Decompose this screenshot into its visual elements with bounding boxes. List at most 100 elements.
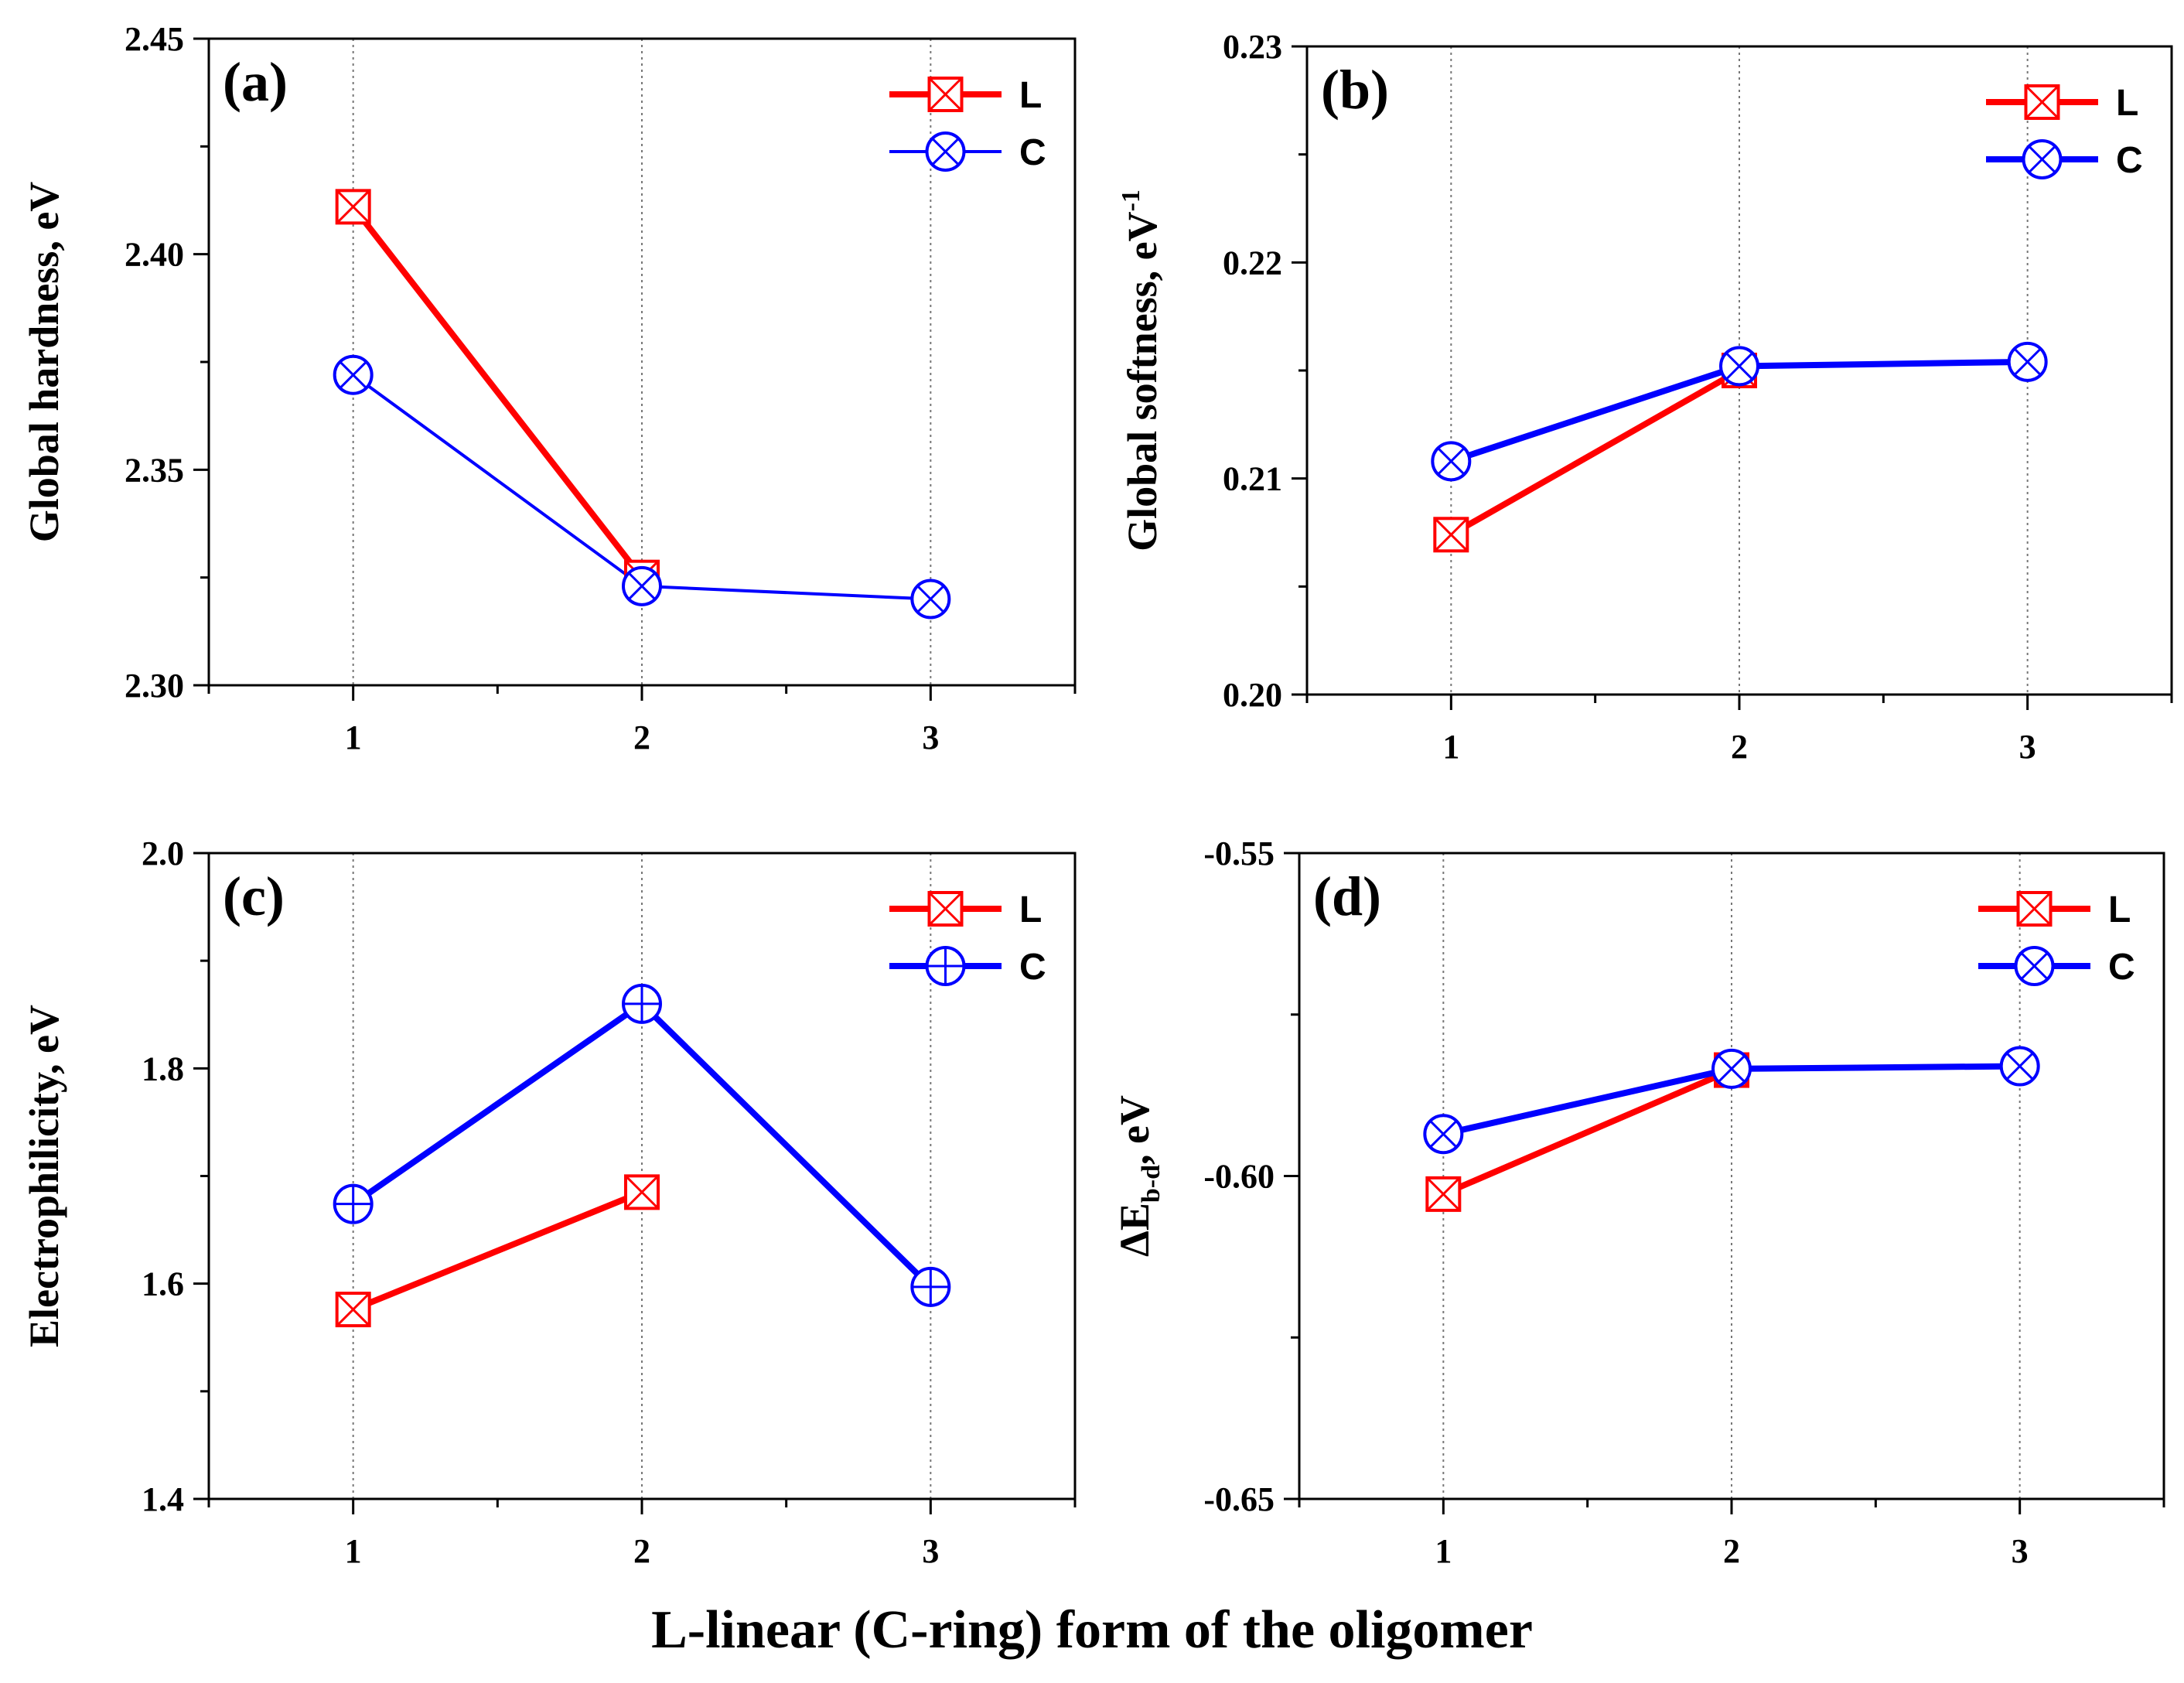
marker-cross [339, 360, 367, 389]
y-tick-label: 2.35 [125, 451, 184, 489]
x-tick-label: 2 [633, 1532, 650, 1570]
data-point-L [1433, 517, 1469, 553]
data-point-C [622, 983, 662, 1024]
data-point-C [1719, 346, 1759, 387]
marker-cross [627, 572, 657, 600]
data-point-C [333, 1183, 374, 1224]
y-axis-title-text: Electrophilicity, eV [21, 1005, 67, 1347]
y-tick-label: 0.22 [1223, 244, 1282, 282]
data-point-C [910, 579, 951, 620]
data-point-C [910, 1266, 951, 1307]
y-tick-label: 2.0 [142, 835, 184, 872]
series-line-L [1449, 367, 1741, 538]
x-tick-label: 3 [922, 1532, 939, 1570]
panel-label: (d) [1313, 865, 1381, 927]
marker-cross [1725, 352, 1754, 381]
series-line-L [350, 204, 645, 580]
y-tick-label: 2.45 [125, 20, 184, 58]
y-tick-label: 0.21 [1223, 460, 1282, 498]
legend-label-L: L [2116, 83, 2138, 124]
panel-c: 1 2 3 1.4 1.6 1.8 2.0 Electrophilicity, eV (c) LC [21, 835, 1077, 1570]
panel-label: (b) [1321, 59, 1389, 121]
data-point-L [624, 1174, 660, 1210]
x-tick-label: 3 [2019, 728, 2036, 766]
legend-label-L: L [1019, 75, 1042, 116]
data-point-C [1423, 1114, 1464, 1155]
marker-cross [336, 1292, 370, 1327]
y-tick-label: -0.55 [1203, 835, 1275, 872]
legend-marker-L [927, 77, 964, 112]
y-tick-label: 1.8 [142, 1050, 184, 1087]
y-tick-label: -0.60 [1203, 1158, 1275, 1196]
y-tick-label: 0.23 [1223, 28, 1282, 66]
y-tick-label: 2.30 [125, 667, 184, 705]
marker-cross [2013, 347, 2042, 376]
y-axis-title-text: Global softness, eV [1119, 211, 1165, 551]
legend-marker-L [2024, 84, 2060, 120]
legend-marker-C [925, 946, 966, 986]
panel-label: (c) [223, 865, 285, 927]
y-axis-title: ΔEb-d, eV [1111, 1095, 1165, 1257]
legend-marker-C [925, 131, 966, 172]
data-point-C [1431, 441, 1472, 482]
legend-label-L: L [1019, 889, 1042, 930]
panel-label: (a) [223, 51, 288, 113]
y-axis-title-text: ΔE [1111, 1203, 1158, 1257]
series-line-L [1442, 1067, 1733, 1197]
data-point-L [335, 189, 371, 225]
panel-b: 1 2 3 0.20 0.21 0.22 0.23 Global softness, eV-1… [1117, 28, 2173, 766]
y-axis-title: Global hardness, eV [21, 182, 67, 543]
legend-label-C: C [2116, 140, 2143, 181]
marker-cross [928, 77, 963, 112]
y-axis-title-text: Global hardness, eV [21, 182, 67, 543]
x-tick-label: 2 [1731, 728, 1748, 766]
marker-cross [1717, 1054, 1746, 1083]
x-tick-label: 3 [922, 719, 939, 756]
panel-d: 1 2 3 -0.65 -0.60 -0.55 ΔEb-d, eV (d) LC [1111, 835, 2165, 1570]
marker-cross [2020, 951, 2049, 981]
y-tick-label: 2.40 [125, 236, 184, 274]
legend-marker-L [927, 891, 964, 927]
data-point-L [1425, 1176, 1462, 1212]
x-tick-label: 1 [345, 719, 362, 756]
series-line-L [352, 1189, 643, 1313]
x-tick-label: 3 [2012, 1532, 2029, 1570]
y-axis-title-superscript: -1 [1117, 189, 1145, 211]
marker-cross [916, 585, 945, 613]
data-point-C [622, 565, 662, 606]
marker-cross [1429, 1120, 1458, 1149]
legend-label-C: C [1019, 947, 1046, 988]
marker-cross [624, 1175, 660, 1210]
data-point-C [333, 354, 374, 395]
y-tick-label: 0.20 [1223, 676, 1282, 714]
data-point-C [1999, 1046, 2040, 1087]
x-tick-label: 1 [1435, 1532, 1452, 1570]
legend-label-C: C [1019, 132, 1046, 173]
marker-cross [931, 137, 960, 166]
legend-marker-C [2022, 139, 2063, 179]
marker-cross [1426, 1176, 1461, 1211]
legend-label-L: L [2108, 889, 2131, 930]
x-tick-label: 2 [633, 719, 650, 756]
marker-cross [2017, 891, 2052, 927]
legend-marker-L [2016, 891, 2053, 927]
y-axis-title-subscript: b-d [1137, 1165, 1165, 1203]
legend-label-C: C [2108, 947, 2135, 988]
x-tick-label: 1 [1442, 728, 1459, 766]
marker-cross [1434, 517, 1469, 552]
marker-cross [2025, 84, 2059, 120]
marker-cross [336, 189, 370, 224]
legend-marker-C [2014, 946, 2055, 986]
marker-cross [2005, 1052, 2034, 1080]
data-point-L [335, 1292, 371, 1328]
data-point-C [1711, 1048, 1752, 1089]
marker-cross [928, 891, 963, 927]
y-axis-title-suffix: , eV [1111, 1095, 1158, 1165]
figure-x-axis-title: L-linear (C-ring) form of the oligomer [651, 1600, 1533, 1660]
marker-cross [1437, 447, 1466, 476]
y-axis-title: Electrophilicity, eV [21, 1005, 67, 1347]
y-tick-label: 1.6 [142, 1265, 184, 1303]
y-tick-label: -0.65 [1203, 1480, 1275, 1518]
data-point-C [2007, 341, 2048, 382]
